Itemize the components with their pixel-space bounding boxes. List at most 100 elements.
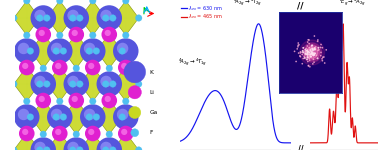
Circle shape	[70, 81, 76, 87]
Circle shape	[23, 63, 30, 70]
Circle shape	[56, 129, 63, 136]
Circle shape	[105, 30, 111, 36]
Polygon shape	[96, 34, 122, 68]
Circle shape	[122, 32, 129, 39]
Polygon shape	[113, 133, 139, 150]
Circle shape	[56, 0, 63, 4]
Circle shape	[110, 147, 116, 150]
Polygon shape	[47, 67, 73, 101]
Circle shape	[64, 137, 89, 150]
Circle shape	[124, 61, 146, 83]
Circle shape	[14, 38, 40, 64]
Circle shape	[90, 0, 96, 4]
Text: $^4\!A_{2g}{\rightarrow}^4\!T_{1g}$: $^4\!A_{2g}{\rightarrow}^4\!T_{1g}$	[178, 56, 207, 68]
Circle shape	[73, 30, 80, 37]
Circle shape	[73, 96, 80, 103]
Circle shape	[122, 63, 129, 70]
Circle shape	[106, 65, 113, 72]
Circle shape	[36, 93, 51, 108]
Circle shape	[14, 104, 40, 130]
Circle shape	[67, 76, 79, 87]
Circle shape	[55, 63, 61, 69]
Text: $\lambda_{ex}$ = 630 nm: $\lambda_{ex}$ = 630 nm	[188, 4, 223, 13]
Circle shape	[88, 63, 94, 69]
Circle shape	[113, 38, 138, 64]
Circle shape	[18, 43, 29, 54]
Circle shape	[34, 76, 46, 87]
Text: Ga: Ga	[150, 110, 158, 115]
Circle shape	[31, 71, 56, 97]
Circle shape	[53, 114, 59, 120]
Circle shape	[101, 93, 117, 108]
Circle shape	[31, 137, 56, 150]
Circle shape	[96, 137, 122, 150]
Circle shape	[121, 129, 127, 135]
Circle shape	[22, 129, 28, 135]
Circle shape	[110, 15, 116, 21]
Circle shape	[85, 126, 101, 141]
Text: //: //	[298, 145, 303, 150]
Circle shape	[90, 129, 96, 136]
Text: F: F	[150, 130, 153, 135]
Circle shape	[90, 63, 96, 70]
Circle shape	[118, 60, 133, 75]
Circle shape	[52, 60, 68, 75]
Text: Li: Li	[150, 90, 155, 95]
Circle shape	[101, 27, 117, 42]
Circle shape	[36, 15, 43, 21]
Circle shape	[68, 93, 84, 108]
Circle shape	[106, 131, 113, 138]
Circle shape	[84, 109, 95, 120]
Circle shape	[64, 71, 89, 97]
Circle shape	[106, 30, 113, 37]
Circle shape	[113, 104, 138, 130]
Circle shape	[85, 60, 101, 75]
Circle shape	[110, 81, 116, 87]
Circle shape	[117, 109, 128, 120]
Circle shape	[122, 0, 129, 4]
Circle shape	[135, 147, 142, 150]
Circle shape	[90, 32, 96, 39]
Polygon shape	[80, 67, 106, 101]
Circle shape	[102, 81, 109, 87]
Circle shape	[43, 147, 50, 150]
Circle shape	[93, 48, 100, 54]
Circle shape	[76, 147, 83, 150]
Circle shape	[121, 63, 127, 69]
Circle shape	[40, 131, 46, 138]
Circle shape	[100, 142, 112, 150]
Polygon shape	[113, 67, 139, 101]
Circle shape	[119, 48, 125, 54]
Circle shape	[40, 30, 46, 37]
Circle shape	[96, 71, 122, 97]
Circle shape	[73, 65, 80, 72]
Polygon shape	[30, 34, 56, 68]
Circle shape	[86, 114, 93, 120]
Circle shape	[64, 5, 89, 31]
Polygon shape	[64, 100, 89, 134]
Circle shape	[105, 96, 111, 102]
Circle shape	[52, 126, 68, 141]
Circle shape	[128, 86, 141, 99]
Circle shape	[36, 81, 43, 87]
Circle shape	[84, 43, 95, 54]
Circle shape	[31, 5, 56, 31]
Polygon shape	[14, 67, 40, 101]
Circle shape	[135, 15, 142, 21]
Circle shape	[100, 76, 112, 87]
Circle shape	[118, 126, 133, 141]
Circle shape	[36, 147, 43, 150]
Circle shape	[135, 81, 142, 87]
Circle shape	[19, 126, 34, 141]
Polygon shape	[14, 133, 40, 150]
Polygon shape	[80, 1, 106, 35]
Circle shape	[51, 43, 62, 54]
Circle shape	[71, 96, 78, 102]
Circle shape	[68, 27, 84, 42]
Text: K: K	[150, 69, 153, 75]
Circle shape	[55, 129, 61, 135]
Circle shape	[76, 15, 83, 21]
Polygon shape	[64, 34, 89, 68]
Circle shape	[131, 129, 139, 137]
Circle shape	[11, 147, 17, 150]
